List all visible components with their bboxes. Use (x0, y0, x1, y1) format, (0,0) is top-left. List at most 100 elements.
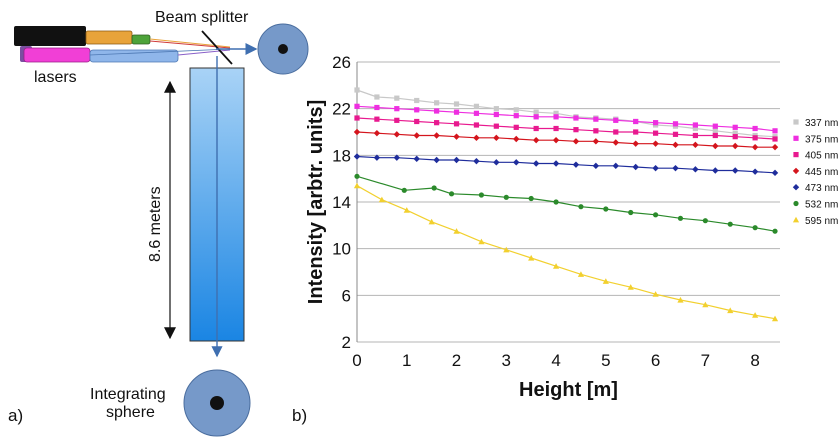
data-point (613, 117, 619, 123)
data-point (532, 136, 540, 144)
trend-line (356, 105, 776, 132)
x-tick-label: 7 (701, 351, 710, 370)
data-point (448, 191, 455, 197)
distance-label: 8.6 meters (147, 186, 164, 262)
data-point (354, 87, 360, 93)
data-point (752, 125, 758, 132)
trend-line (356, 131, 775, 148)
y-tick-label: 2 (342, 333, 351, 352)
data-point (513, 159, 520, 166)
data-point (772, 136, 778, 142)
data-point (771, 143, 779, 151)
data-point (473, 134, 480, 142)
data-point (692, 141, 699, 149)
data-point (493, 159, 500, 166)
legend-label: 595 nm (805, 216, 838, 227)
legend-item: 445 nm (792, 167, 838, 178)
x-tick-label: 4 (551, 351, 560, 370)
data-point (772, 128, 778, 134)
trend-line (356, 185, 776, 320)
lasers-label: lasers (34, 69, 77, 86)
data-point (633, 129, 639, 135)
data-point (613, 129, 619, 135)
data-point (793, 152, 799, 158)
legend-label: 445 nm (805, 167, 838, 178)
data-point (532, 160, 540, 167)
data-point (751, 168, 759, 175)
data-point (592, 138, 600, 145)
data-point (602, 278, 609, 284)
data-point (431, 185, 437, 191)
data-point (414, 97, 420, 104)
apparatus-diagram: Beam splitter lasers 8.6 meters Integrat… (8, 9, 309, 437)
data-point (394, 95, 400, 101)
data-point (513, 113, 519, 119)
data-point (478, 192, 485, 198)
data-point (793, 135, 799, 141)
series-337-nm (354, 87, 778, 140)
chart-gridlines (356, 61, 780, 343)
series-473-nm (353, 153, 779, 177)
data-point (503, 194, 509, 200)
legend-item: 337 nm (793, 118, 838, 129)
data-point (378, 196, 385, 203)
data-point (732, 167, 739, 174)
laser-bank (14, 26, 231, 63)
chart-series (353, 87, 779, 322)
data-point (792, 167, 800, 175)
legend-label: 337 nm (805, 118, 838, 129)
data-point (453, 109, 460, 115)
sphere-label-line1: Integrating (90, 386, 166, 403)
data-point (473, 122, 480, 128)
x-tick-labels: 0 1 2 3 4 5 6 7 8 (352, 351, 760, 370)
y-tick-label: 6 (342, 286, 351, 305)
data-point (453, 228, 460, 234)
data-point (493, 123, 499, 129)
data-point (503, 246, 510, 253)
data-point (354, 173, 360, 179)
data-point (732, 130, 738, 136)
data-point (374, 104, 380, 111)
panel-b-label: b) (292, 406, 307, 425)
series-375-nm (354, 103, 778, 134)
data-point (553, 199, 559, 205)
x-tick-label: 6 (651, 351, 660, 370)
data-point (533, 125, 539, 132)
data-point (573, 127, 579, 133)
x-tick-label: 2 (452, 351, 461, 370)
data-point (552, 160, 560, 167)
y-tick-label: 22 (332, 100, 351, 119)
trend-line (356, 117, 776, 140)
data-point (401, 187, 407, 193)
data-point (353, 153, 361, 160)
laser-body-orange (85, 30, 133, 45)
data-point (712, 142, 719, 150)
data-point (493, 106, 499, 112)
data-point (374, 116, 380, 122)
integrating-sphere-port (210, 396, 224, 410)
x-tick-label: 5 (601, 351, 610, 370)
panel-a-label: a) (8, 406, 23, 425)
data-point (732, 142, 739, 150)
data-point (612, 139, 619, 146)
data-point (434, 108, 440, 114)
data-point (652, 212, 659, 218)
laser-body-magenta (23, 47, 91, 63)
legend-item: 595 nm (792, 216, 838, 227)
y-tick-label: 10 (332, 240, 351, 259)
data-point (478, 238, 485, 245)
data-point (692, 132, 698, 139)
data-point (473, 157, 480, 165)
data-point (752, 225, 758, 231)
laser-body-green (131, 34, 151, 45)
data-point (692, 125, 698, 132)
data-point (672, 131, 679, 137)
data-point (453, 156, 460, 164)
data-point (373, 129, 381, 137)
data-point (677, 215, 684, 221)
data-point (732, 134, 738, 140)
data-point (433, 132, 440, 139)
data-point (533, 114, 539, 120)
